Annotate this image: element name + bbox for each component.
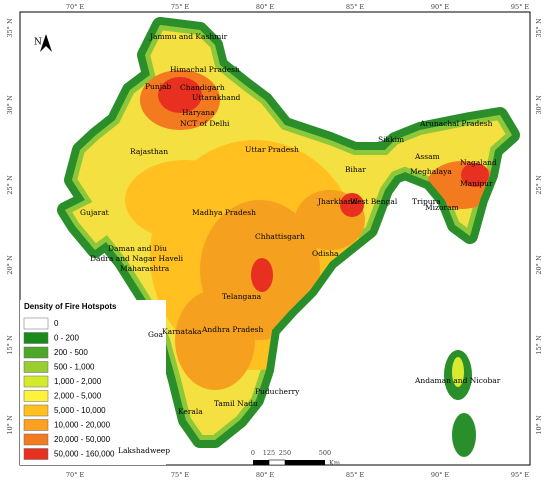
legend-label: 1,000 - 2,000 <box>54 377 102 386</box>
scale-label: 500 <box>319 449 331 457</box>
lat-tick-label: 10° N <box>6 415 14 435</box>
scale-bar <box>253 459 325 466</box>
lon-tick-label: 80° E <box>256 471 275 479</box>
lon-tick-label: 85° E <box>346 471 365 479</box>
legend-label: 0 <box>54 319 59 328</box>
place-label: Jammu and Kashmir <box>149 32 228 41</box>
place-label: Jharkhand <box>317 197 358 206</box>
place-label: Odisha <box>312 249 339 258</box>
place-label: Haryana <box>182 108 215 117</box>
place-label: Tamil Nadu <box>214 399 258 408</box>
legend-swatch <box>23 317 49 330</box>
lat-tick-label: 10° N <box>535 415 543 435</box>
place-label: Gujarat <box>80 208 109 217</box>
place-label: Chhattisgarh <box>255 232 305 241</box>
scale-label: 125 <box>263 449 275 457</box>
place-label: Chandigarh <box>180 83 225 92</box>
lon-tick-label: 85° E <box>346 3 365 11</box>
legend-label: 200 - 500 <box>54 348 88 357</box>
andaman-islands <box>444 350 476 457</box>
place-label: Mizoram <box>425 203 459 212</box>
place-label: Dadra and Nagar Haveli <box>90 254 184 263</box>
place-label: Tripura <box>412 197 441 206</box>
place-label: West Bengal <box>350 197 398 206</box>
legend-label: 500 - 1,000 <box>54 363 95 372</box>
legend-label: 10,000 - 20,000 <box>54 421 111 430</box>
place-label: Assam <box>414 152 440 161</box>
legend-swatch <box>23 433 49 446</box>
legend-swatch <box>23 448 49 460</box>
place-label: Arunachal Pradesh <box>419 119 493 128</box>
legend-swatch <box>23 361 49 373</box>
place-label: NCT of Delhi <box>180 119 230 128</box>
lat-tick-label: 25° N <box>6 175 14 195</box>
lat-tick-label: 30° N <box>535 95 543 115</box>
lon-tick-label: 95° E <box>511 471 530 479</box>
legend-swatch <box>23 346 49 359</box>
place-label: Punjab <box>145 82 172 91</box>
place-label: Kerala <box>178 407 203 416</box>
lon-tick-label: 75° E <box>171 3 190 11</box>
lon-tick-label: 70° E <box>66 3 85 11</box>
legend-label: 20,000 - 50,000 <box>54 435 111 444</box>
legend-label: 0 - 200 <box>54 334 79 343</box>
place-label: Goa <box>148 330 164 339</box>
legend-swatch <box>23 404 49 417</box>
legend-swatch <box>23 375 49 388</box>
place-label: Bihar <box>345 165 366 174</box>
place-label: Telangana <box>222 292 262 301</box>
lat-tick-label: 25° N <box>535 175 543 195</box>
place-label: Karnataka <box>162 327 202 336</box>
scale-label: 0 <box>251 449 255 457</box>
density <box>65 25 512 440</box>
place-label: Himachal Pradesh <box>170 65 240 74</box>
place-label: Sikkim <box>378 135 404 144</box>
lat-tick-label: 15° N <box>6 335 14 355</box>
place-label: Meghalaya <box>410 167 452 176</box>
lat-tick-label: 15° N <box>535 335 543 355</box>
legend-label: 2,000 - 5,000 <box>54 392 102 401</box>
place-label: Manipur <box>460 179 493 188</box>
place-label: Uttarakhand <box>192 93 241 102</box>
north-arrow: N <box>34 34 52 52</box>
lat-tick-label: 35° N <box>535 18 543 38</box>
lat-tick-label: 20° N <box>535 255 543 275</box>
legend-swatch <box>23 419 49 431</box>
lat-tick-label: 35° N <box>6 18 14 38</box>
place-label: Maharashtra <box>120 264 170 273</box>
lon-tick-label: 90° E <box>431 471 450 479</box>
lon-tick-label: 80° E <box>256 3 275 11</box>
place-label: Nagaland <box>460 158 497 167</box>
legend-label: 50,000 - 160,000 <box>54 450 115 459</box>
place-label: Uttar Pradesh <box>245 145 299 154</box>
place-label: Andhra Pradesh <box>201 325 264 334</box>
lon-tick-label: 95° E <box>511 3 530 11</box>
legend-title: Density of Fire Hotspots <box>24 302 117 311</box>
scale-unit: Km <box>329 459 340 467</box>
north-label: N <box>34 38 42 48</box>
lon-tick-label: 90° E <box>431 3 450 11</box>
lat-tick-label: 20° N <box>6 255 14 275</box>
lat-tick-label: 30° N <box>6 95 14 115</box>
lon-tick-label: 70° E <box>66 471 85 479</box>
place-label: Madhya Pradesh <box>192 208 256 217</box>
legend-swatch <box>23 332 49 344</box>
legend-swatch <box>23 390 49 402</box>
legend-label: 5,000 - 10,000 <box>54 406 106 415</box>
place-label: Daman and Diu <box>108 244 167 253</box>
scale-label: 250 <box>279 449 291 457</box>
place-label: Rajasthan <box>130 147 168 156</box>
place-label: Andaman and Nicobar <box>414 376 501 385</box>
lon-tick-label: 75° E <box>171 471 190 479</box>
place-label: Puducherry <box>255 387 300 396</box>
place-label: Lakshadweep <box>118 446 170 455</box>
